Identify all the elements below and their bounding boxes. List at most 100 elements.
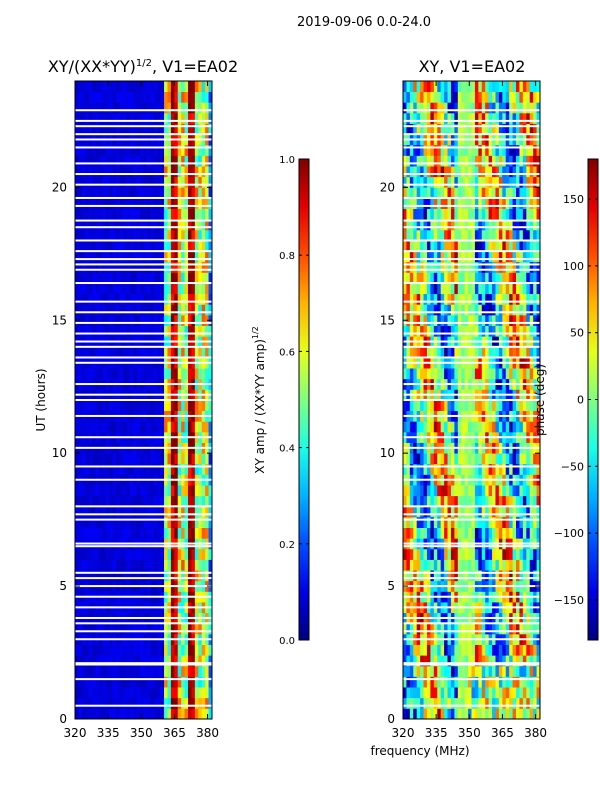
heatmap-cell [184, 197, 189, 209]
heatmap-cell [177, 187, 182, 199]
y-tick-label: 0 [387, 712, 395, 726]
heatmap-cell [164, 368, 168, 380]
heatmap-cell [468, 208, 472, 220]
heatmap-cell [181, 251, 185, 263]
heatmap-cell [85, 208, 90, 220]
heatmap-cell [502, 485, 507, 497]
heatmap-cell [529, 495, 534, 507]
heatmap-cell [205, 559, 209, 571]
heatmap-cell [143, 506, 148, 518]
amplitude-y-ticks: 0 5 10 15 20 [52, 180, 67, 726]
heatmap-cell [177, 102, 182, 114]
heatmap-cell [461, 112, 466, 124]
heatmap-cell [105, 144, 110, 156]
heatmap-cell [533, 81, 537, 93]
heatmap-cell [522, 272, 527, 284]
heatmap-cell [488, 570, 493, 582]
heatmap-cell [208, 144, 213, 156]
x-tick-label: 350 [458, 726, 481, 740]
heatmap-cell [502, 516, 507, 528]
heatmap-cell [481, 112, 486, 124]
heatmap-cell [440, 144, 445, 156]
heatmap-cell [112, 421, 117, 433]
heatmap-cell [526, 91, 531, 103]
heatmap-cell [201, 495, 206, 507]
heatmap-cell [188, 687, 192, 699]
heatmap-cell [481, 559, 486, 571]
heatmap-cell [78, 644, 83, 656]
heatmap-cell [450, 485, 455, 497]
heatmap-cell [536, 623, 541, 635]
heatmap-cell [461, 623, 466, 635]
heatmap-cell [430, 548, 435, 560]
heatmap-cell [122, 421, 127, 433]
heatmap-cell [444, 676, 448, 688]
heatmap-cell [88, 144, 93, 156]
heatmap-cell [454, 155, 459, 167]
heatmap-cell [464, 102, 469, 114]
heatmap-cell [119, 623, 124, 635]
heatmap-cell [181, 495, 185, 507]
heatmap-cell [416, 368, 421, 380]
heatmap-cell [109, 506, 114, 518]
heatmap-cell [529, 368, 534, 380]
heatmap-cell [143, 687, 148, 699]
heatmap-cell [143, 495, 148, 507]
heatmap-cell [409, 687, 414, 699]
heatmap-cell [481, 208, 486, 220]
heatmap-cell [188, 144, 192, 156]
heatmap-cell [461, 676, 466, 688]
heatmap-cell [143, 570, 148, 582]
heatmap-cell [481, 506, 486, 518]
heatmap-cell [201, 283, 206, 295]
heatmap-cell [536, 261, 541, 273]
heatmap-cell [502, 314, 507, 326]
heatmap-cell [519, 463, 524, 475]
heatmap-cell [129, 240, 134, 252]
heatmap-cell [471, 272, 476, 284]
heatmap-cell [109, 527, 114, 539]
heatmap-cell [188, 283, 192, 295]
heatmap-cell [92, 665, 96, 677]
heatmap-cell [170, 187, 175, 199]
heatmap-cell [450, 687, 455, 699]
heatmap-cell [198, 655, 203, 667]
heatmap-cell [536, 123, 541, 135]
heatmap-cell [529, 229, 534, 241]
heatmap-cell [160, 272, 165, 284]
heatmap-cell [181, 293, 185, 305]
heatmap-cell [188, 665, 192, 677]
heatmap-cell [188, 123, 192, 135]
heatmap-cell [164, 283, 168, 295]
heatmap-cell [140, 495, 144, 507]
heatmap-cell [184, 261, 189, 273]
heatmap-cell [119, 272, 124, 284]
heatmap-cell [98, 559, 103, 571]
heatmap-cell [167, 240, 172, 252]
heatmap-cell [471, 293, 476, 305]
heatmap-cell [133, 506, 138, 518]
heatmap-cell [478, 123, 483, 135]
heatmap-cell [201, 272, 206, 284]
heatmap-cell [88, 283, 93, 295]
heatmap-cell [201, 623, 206, 635]
heatmap-cell [157, 91, 162, 103]
heatmap-cell [488, 293, 493, 305]
heatmap-cell [133, 240, 138, 252]
heatmap-cell [143, 697, 148, 709]
heatmap-cell [512, 112, 517, 124]
heatmap-cell [98, 102, 103, 114]
heatmap-cell [92, 251, 96, 263]
heatmap-cell [205, 346, 209, 358]
gap-line [75, 585, 212, 588]
heatmap-cell [430, 559, 435, 571]
heatmap-cell [188, 346, 192, 358]
heatmap-cell [447, 166, 452, 178]
heatmap-cell [468, 197, 472, 209]
heatmap-cell [75, 421, 79, 433]
heatmap-cell [201, 570, 206, 582]
heatmap-cell [181, 112, 185, 124]
heatmap-cell [505, 644, 510, 656]
heatmap-cell [426, 112, 431, 124]
heatmap-cell [119, 708, 124, 720]
